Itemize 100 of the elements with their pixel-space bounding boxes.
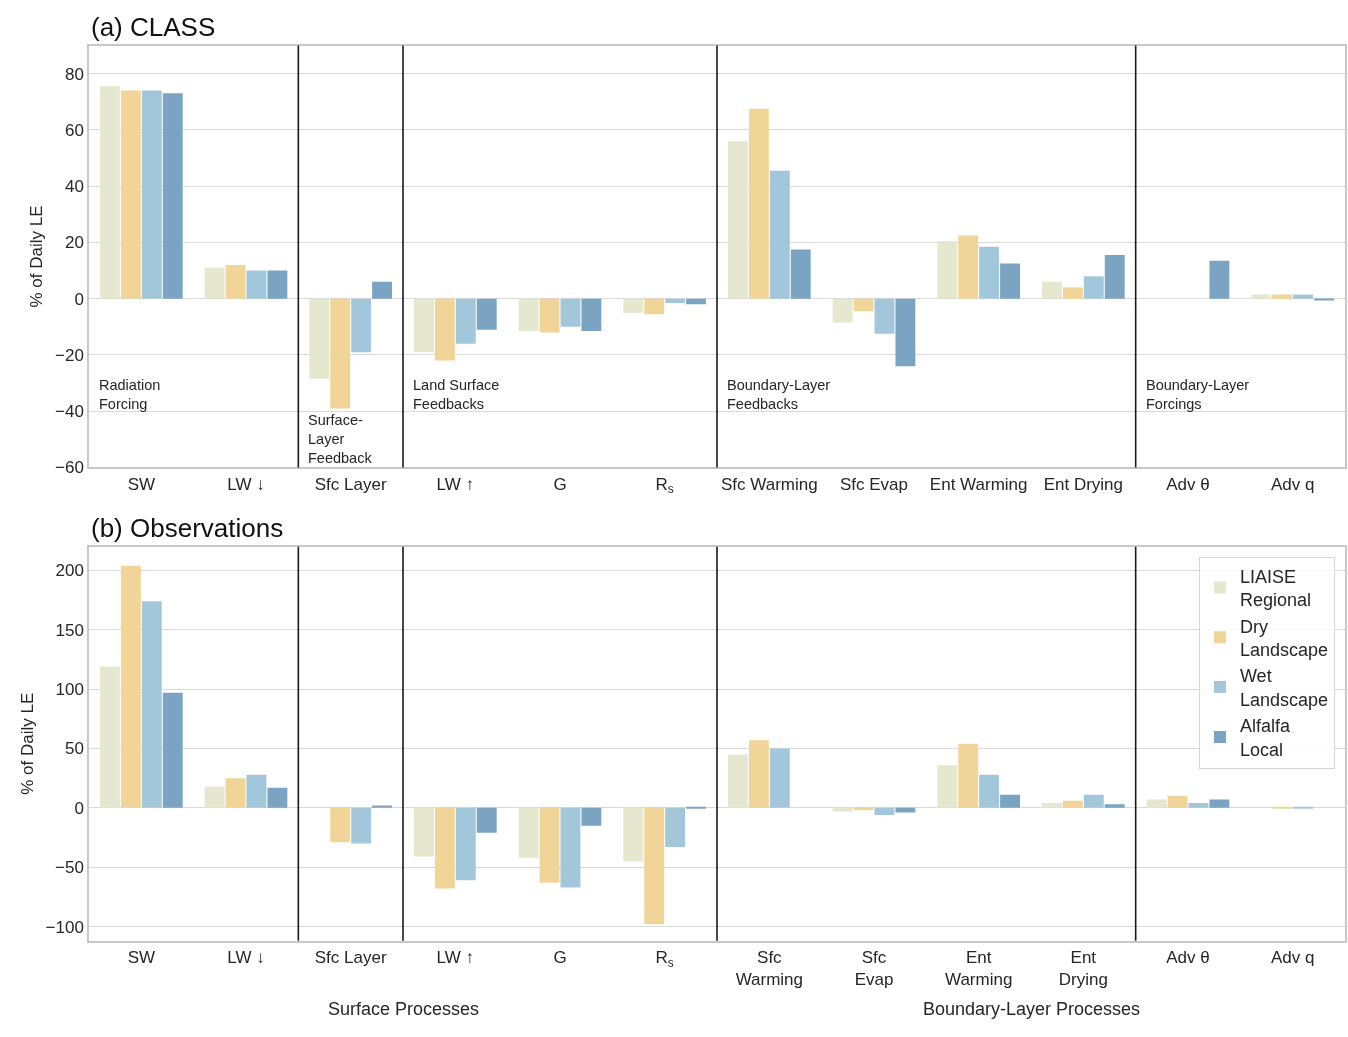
bar bbox=[413, 298, 434, 353]
bar bbox=[958, 235, 979, 299]
bar bbox=[1272, 294, 1293, 299]
bar bbox=[832, 298, 853, 323]
bar bbox=[1293, 294, 1314, 299]
text: Boundary-Layer Processes bbox=[923, 999, 1141, 1019]
bar bbox=[455, 298, 476, 344]
bar bbox=[330, 298, 351, 409]
legend-label: Dry Landscape bbox=[1239, 616, 1329, 660]
bar bbox=[518, 807, 539, 858]
x-tick-label: Adv q bbox=[1270, 474, 1315, 494]
bar bbox=[1209, 799, 1230, 808]
x-tick-label: Sfc Layer bbox=[314, 947, 387, 967]
bar bbox=[560, 807, 581, 888]
x-tick-label: R$_{s}$ bbox=[655, 474, 674, 497]
bar bbox=[581, 807, 602, 826]
bar bbox=[225, 264, 246, 299]
text: Surface Processes bbox=[328, 999, 480, 1019]
bar bbox=[1188, 803, 1209, 808]
y-tick-label: 100 bbox=[55, 680, 84, 700]
bar bbox=[1314, 298, 1335, 301]
bar bbox=[267, 787, 288, 808]
bar bbox=[853, 298, 874, 312]
y-tick-label: 50 bbox=[64, 739, 84, 759]
bar bbox=[204, 786, 225, 808]
bar bbox=[769, 170, 790, 299]
bar bbox=[372, 805, 393, 808]
bar bbox=[665, 298, 686, 303]
chart-title: (a) CLASS bbox=[91, 12, 216, 42]
bar bbox=[581, 298, 602, 332]
bar bbox=[141, 90, 162, 299]
x-tick-label: LW ↑ bbox=[436, 474, 475, 494]
x-tick-label: Adv θ bbox=[1166, 947, 1210, 967]
bar bbox=[351, 298, 372, 353]
bar bbox=[434, 807, 455, 889]
bar bbox=[246, 270, 267, 299]
x-tick-label: Ent Warming bbox=[944, 947, 1013, 990]
annotation: Land Surface Feedbacks bbox=[413, 377, 500, 412]
bar bbox=[1062, 800, 1083, 808]
y-tick-label: −20 bbox=[55, 345, 84, 365]
bar bbox=[937, 241, 958, 299]
bar bbox=[1062, 287, 1083, 299]
bar bbox=[267, 270, 288, 299]
x-tick-label: Adv q bbox=[1270, 947, 1315, 967]
chart-title: (b) Observations bbox=[91, 513, 284, 543]
x-tick-label: Ent Warming bbox=[929, 474, 1028, 494]
bar bbox=[1104, 804, 1125, 808]
y-tick-label: 150 bbox=[55, 620, 84, 640]
bar bbox=[351, 807, 372, 844]
legend-label: Wet Landscape bbox=[1239, 666, 1329, 710]
bar bbox=[623, 807, 644, 862]
bar bbox=[309, 298, 330, 379]
annotation: Surface- Layer Feedback bbox=[308, 412, 373, 466]
y-tick-label: 0 bbox=[74, 289, 84, 309]
bar bbox=[686, 806, 707, 809]
bar bbox=[727, 754, 748, 808]
annotation: Radiation Forcing bbox=[99, 377, 161, 412]
bar bbox=[895, 807, 916, 813]
bar bbox=[539, 298, 560, 333]
bar bbox=[727, 141, 748, 299]
y-tick-label: 80 bbox=[64, 64, 84, 84]
bar bbox=[895, 298, 916, 367]
y-tick-label: −100 bbox=[45, 917, 84, 937]
bar bbox=[476, 298, 497, 330]
bar bbox=[979, 246, 1000, 299]
y-tick-label: −50 bbox=[55, 858, 84, 878]
bar bbox=[99, 86, 120, 299]
x-tick-label: Ent Drying bbox=[1043, 474, 1124, 494]
x-tick-label: LW ↓ bbox=[227, 474, 265, 494]
bar bbox=[560, 298, 581, 327]
bar bbox=[1272, 806, 1293, 809]
y-axis-title: % of Daily LE bbox=[17, 692, 37, 795]
bar bbox=[120, 90, 141, 299]
x-tick-label: SW bbox=[127, 947, 156, 967]
legend-label: Alfalfa Local bbox=[1239, 716, 1291, 760]
x-tick-label: LW ↑ bbox=[436, 947, 475, 967]
bar bbox=[748, 108, 769, 299]
bar bbox=[665, 807, 686, 848]
bar bbox=[434, 298, 455, 361]
legend-label: LIAISE Regional bbox=[1239, 566, 1312, 611]
y-tick-label: 60 bbox=[64, 120, 84, 140]
bar bbox=[1000, 794, 1021, 808]
y-tick-label: 40 bbox=[64, 177, 84, 197]
bar bbox=[372, 281, 393, 299]
y-tick-label: −60 bbox=[55, 458, 84, 478]
y-tick-label: 20 bbox=[64, 233, 84, 253]
y-tick-label: 0 bbox=[74, 798, 84, 818]
bar bbox=[769, 748, 790, 808]
annotation: Boundary-Layer Feedbacks bbox=[727, 377, 831, 412]
x-tick-label: Ent Drying bbox=[1058, 947, 1108, 990]
bar bbox=[99, 666, 120, 808]
bar bbox=[162, 93, 183, 299]
bar bbox=[1083, 276, 1104, 299]
bar bbox=[958, 743, 979, 808]
bar bbox=[225, 778, 246, 808]
y-tick-label: 200 bbox=[55, 561, 84, 581]
bar bbox=[874, 298, 895, 334]
bar bbox=[330, 807, 351, 843]
bar bbox=[1041, 803, 1062, 808]
x-tick-label: G bbox=[553, 947, 567, 967]
